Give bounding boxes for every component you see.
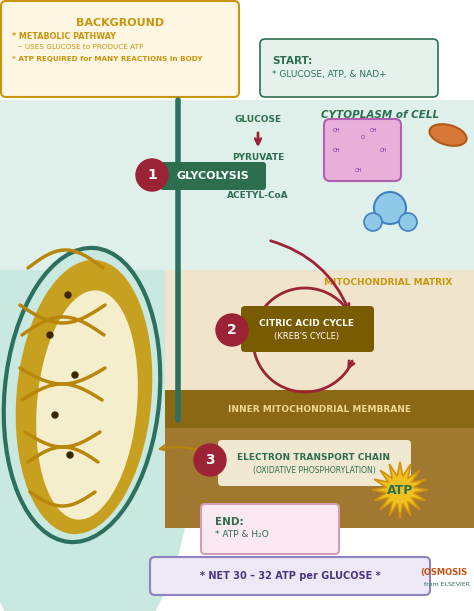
Ellipse shape: [4, 248, 160, 542]
Text: OH: OH: [380, 148, 388, 153]
Text: OH: OH: [355, 168, 363, 173]
Circle shape: [47, 332, 53, 338]
Circle shape: [65, 292, 71, 298]
FancyBboxPatch shape: [324, 119, 401, 181]
Text: (OXIDATIVE PHOSPHORYLATION): (OXIDATIVE PHOSPHORYLATION): [253, 467, 375, 475]
Text: * GLUCOSE, ATP, & NAD+: * GLUCOSE, ATP, & NAD+: [272, 70, 387, 79]
Text: INNER MITOCHONDRIAL MEMBRANE: INNER MITOCHONDRIAL MEMBRANE: [228, 404, 411, 414]
Ellipse shape: [429, 124, 466, 146]
Text: MITOCHONDRIAL MATRIX: MITOCHONDRIAL MATRIX: [324, 278, 452, 287]
Circle shape: [136, 159, 168, 191]
Text: from ELSEVIER: from ELSEVIER: [424, 582, 470, 587]
Circle shape: [374, 192, 406, 224]
Circle shape: [399, 213, 417, 231]
Text: BACKGROUND: BACKGROUND: [76, 18, 164, 28]
Circle shape: [72, 372, 78, 378]
Bar: [165, 270, 474, 390]
Text: ~ USES GLUCOSE to PRODUCE ATP: ~ USES GLUCOSE to PRODUCE ATP: [12, 44, 143, 50]
Text: * ATP & H₂O: * ATP & H₂O: [215, 530, 269, 539]
Text: CITRIC ACID CYCLE: CITRIC ACID CYCLE: [259, 318, 355, 327]
Text: GLUCOSE: GLUCOSE: [235, 115, 282, 124]
Circle shape: [364, 213, 382, 231]
Text: * ATP REQUIRED for MANY REACTIONS in BODY: * ATP REQUIRED for MANY REACTIONS in BOD…: [12, 56, 202, 62]
Text: O: O: [361, 135, 365, 140]
Circle shape: [216, 314, 248, 346]
Text: START:: START:: [272, 56, 312, 66]
Text: * METABOLIC PATHWAY: * METABOLIC PATHWAY: [12, 32, 116, 41]
Text: 1: 1: [147, 168, 157, 182]
Text: ATP: ATP: [387, 483, 413, 497]
Ellipse shape: [36, 290, 138, 519]
FancyBboxPatch shape: [201, 504, 339, 554]
Circle shape: [67, 452, 73, 458]
FancyBboxPatch shape: [150, 557, 430, 595]
Text: GLYCOLYSIS: GLYCOLYSIS: [177, 171, 249, 181]
FancyBboxPatch shape: [160, 162, 266, 190]
Ellipse shape: [16, 260, 152, 534]
Text: ACETYL-CoA: ACETYL-CoA: [227, 191, 289, 200]
Polygon shape: [372, 462, 428, 518]
Bar: [165, 428, 474, 528]
Bar: [165, 390, 474, 428]
Text: 3: 3: [205, 453, 215, 467]
Ellipse shape: [0, 190, 195, 611]
Text: OH: OH: [370, 128, 377, 133]
Circle shape: [194, 444, 226, 476]
Text: (OSMOSIS: (OSMOSIS: [420, 568, 467, 577]
FancyBboxPatch shape: [218, 440, 411, 486]
FancyBboxPatch shape: [241, 306, 374, 352]
Circle shape: [52, 412, 58, 418]
FancyBboxPatch shape: [260, 39, 438, 97]
Text: (KREB'S CYCLE): (KREB'S CYCLE): [274, 332, 339, 342]
Text: OH: OH: [333, 128, 340, 133]
FancyBboxPatch shape: [1, 1, 239, 97]
Text: * NET 30 – 32 ATP per GLUCOSE *: * NET 30 – 32 ATP per GLUCOSE *: [200, 571, 380, 581]
Text: CYTOPLASM of CELL: CYTOPLASM of CELL: [321, 110, 439, 120]
Text: END:: END:: [215, 517, 244, 527]
Text: OH: OH: [333, 148, 340, 153]
Bar: [0, 100, 474, 270]
Text: ELECTRON TRANSPORT CHAIN: ELECTRON TRANSPORT CHAIN: [237, 453, 391, 461]
Text: 2: 2: [227, 323, 237, 337]
Text: PYRUVATE: PYRUVATE: [232, 153, 284, 162]
